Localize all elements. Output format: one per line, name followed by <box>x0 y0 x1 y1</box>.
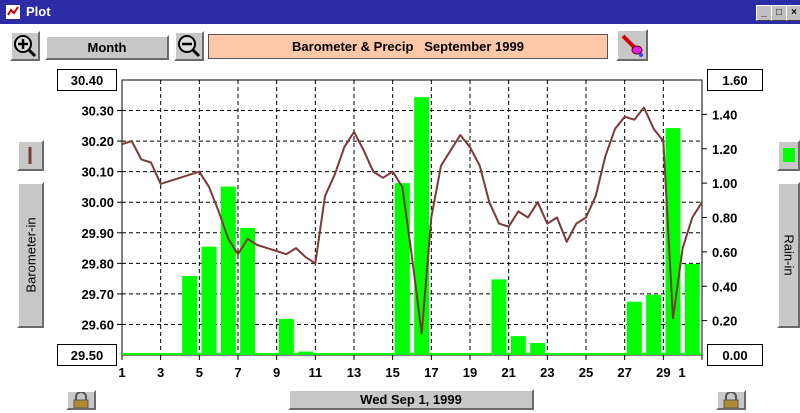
minimize-button[interactable]: _ <box>756 5 772 21</box>
left-tick-label: 30.20 <box>81 134 114 149</box>
plot-title: Barometer & Precip September 1999 <box>208 34 608 59</box>
rain-axis-text: Rain-in <box>781 234 796 276</box>
barometer-line <box>121 106 703 335</box>
x-tick-label: 15 <box>385 365 399 380</box>
x-tick-label: 11 <box>308 365 322 380</box>
zoom-in-icon <box>14 35 37 58</box>
period-button[interactable]: Month <box>45 35 169 60</box>
line-style-icon <box>28 147 32 164</box>
left-tick-label: 29.60 <box>81 317 114 332</box>
lock-icon <box>723 391 739 409</box>
right-tick-label: 0.60 <box>712 245 737 260</box>
right-tick-label: 1.20 <box>712 142 737 157</box>
zoom-out-button[interactable] <box>174 31 204 61</box>
x-tick-label: 9 <box>273 365 280 380</box>
x-tick-label: 1 <box>678 365 685 380</box>
paint-brush-icon <box>621 34 643 57</box>
x-tick-label: 27 <box>617 365 631 380</box>
rain-bar <box>220 186 236 355</box>
rain-bar <box>646 294 662 355</box>
x-tick-label: 29 <box>656 365 670 380</box>
left-axis-top-box[interactable]: 30.40 <box>57 69 117 91</box>
barometer-color-button[interactable] <box>17 140 44 171</box>
color-picker-button[interactable] <box>616 29 648 61</box>
window-title: Plot <box>26 4 51 19</box>
rain-bar <box>278 318 294 355</box>
rain-color-button[interactable] <box>777 140 800 171</box>
window-titlebar: Plot _ □ × <box>0 0 800 24</box>
maximize-button[interactable]: □ <box>771 5 787 21</box>
left-tick-label: 29.80 <box>81 256 114 271</box>
left-tick-label: 29.90 <box>81 226 114 241</box>
x-tick-label: 1 <box>118 365 125 380</box>
x-tick-label: 25 <box>579 365 593 380</box>
right-tick-label: 0.80 <box>712 211 737 226</box>
rain-bar <box>684 263 700 355</box>
right-axis-top-box[interactable]: 1.60 <box>707 69 763 91</box>
right-tick-label: 1.00 <box>712 176 737 191</box>
rain-bar <box>530 342 546 355</box>
rain-bar <box>665 128 681 355</box>
right-tick-label: 0.40 <box>712 279 737 294</box>
right-lock-button[interactable] <box>716 390 746 410</box>
rain-bar <box>414 97 430 355</box>
zoom-out-icon <box>178 35 201 58</box>
rain-bar <box>240 227 256 355</box>
rain-bar <box>626 301 642 355</box>
color-swatch-icon <box>783 148 795 162</box>
close-button[interactable]: × <box>786 5 800 21</box>
right-axis-bottom-box[interactable]: 0.00 <box>707 344 763 366</box>
barometer-axis-label[interactable]: Barometer-in <box>17 182 44 328</box>
right-tick-label: 1.40 <box>712 107 737 122</box>
plot-app-icon <box>6 5 20 19</box>
left-tick-label: 30.10 <box>81 165 114 180</box>
left-tick-label: 29.70 <box>81 287 114 302</box>
left-tick-label: 30.30 <box>81 104 114 119</box>
x-tick-label: 23 <box>540 365 554 380</box>
right-tick-label: 0.20 <box>712 314 737 329</box>
plot-area <box>121 79 703 356</box>
rain-bar <box>182 275 198 355</box>
rain-bar <box>510 336 526 355</box>
rain-bar <box>201 246 217 355</box>
x-tick-label: 3 <box>157 365 164 380</box>
x-tick-label: 17 <box>424 365 438 380</box>
x-tick-label: 5 <box>196 365 203 380</box>
left-axis-bottom-box[interactable]: 29.50 <box>57 344 117 366</box>
zoom-in-button[interactable] <box>10 31 40 61</box>
date-bar[interactable]: Wed Sep 1, 1999 <box>288 389 534 410</box>
x-tick-label: 21 <box>501 365 515 380</box>
x-tick-label: 19 <box>463 365 477 380</box>
barometer-axis-text: Barometer-in <box>23 217 38 293</box>
lock-icon <box>73 391 89 409</box>
left-lock-button[interactable] <box>66 390 96 410</box>
rain-bar <box>298 351 314 355</box>
left-tick-label: 30.00 <box>81 195 114 210</box>
rain-axis-label[interactable]: Rain-in <box>777 182 800 328</box>
rain-bar <box>394 183 410 355</box>
x-tick-label: 7 <box>234 365 241 380</box>
rain-bar <box>491 279 507 355</box>
x-tick-label: 13 <box>347 365 361 380</box>
